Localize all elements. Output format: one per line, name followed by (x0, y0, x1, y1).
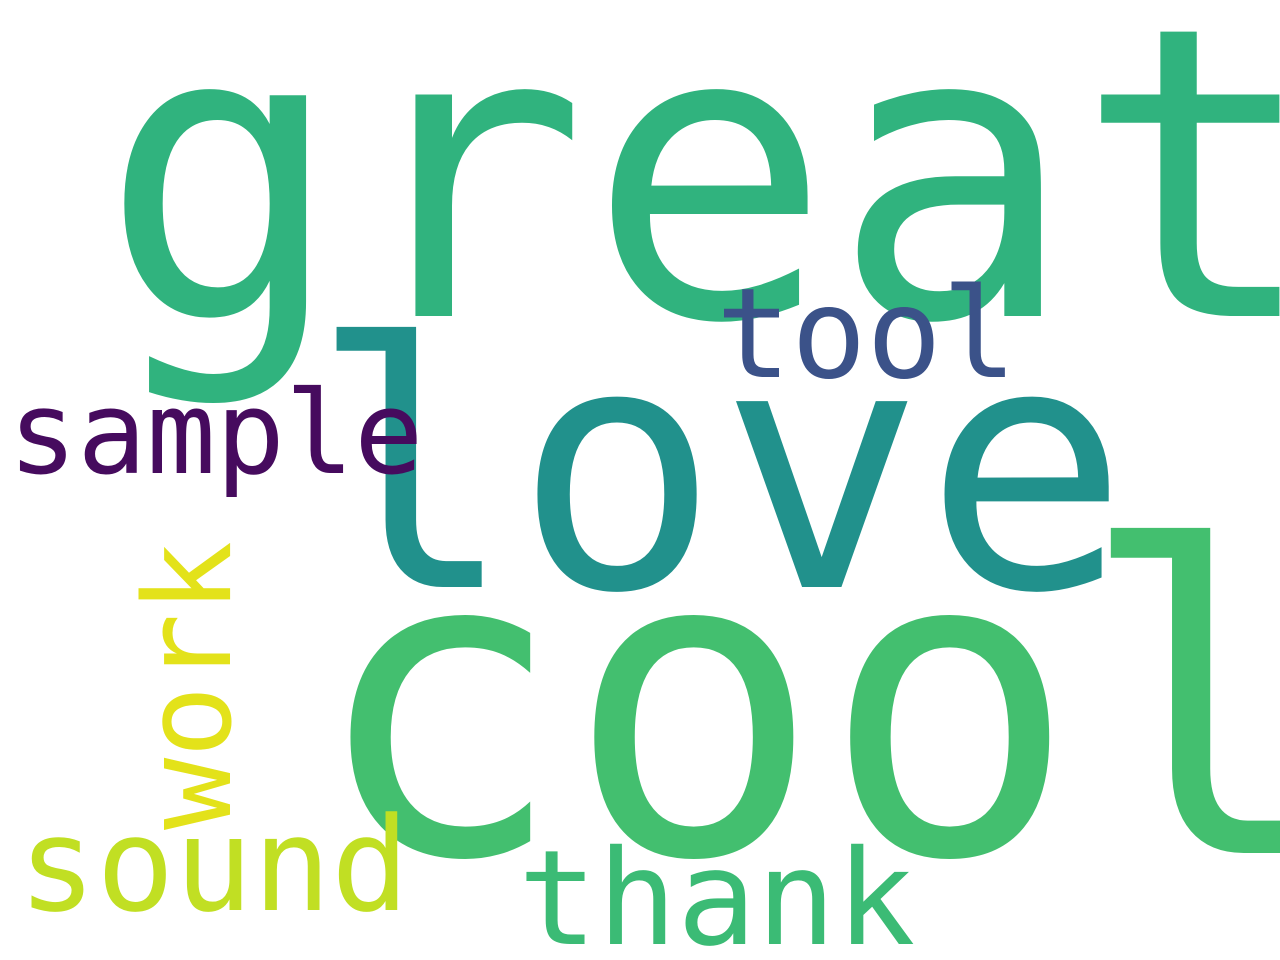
word-great: great (100, 0, 1280, 412)
word-love: love (310, 272, 1129, 668)
word-sound: sound (18, 789, 410, 941)
word-cool: cool (310, 460, 1280, 954)
word-work: work (120, 541, 259, 830)
word-tool: tool (716, 262, 1018, 407)
word-thank: thank (518, 822, 916, 960)
word-sample: sample (8, 367, 424, 501)
